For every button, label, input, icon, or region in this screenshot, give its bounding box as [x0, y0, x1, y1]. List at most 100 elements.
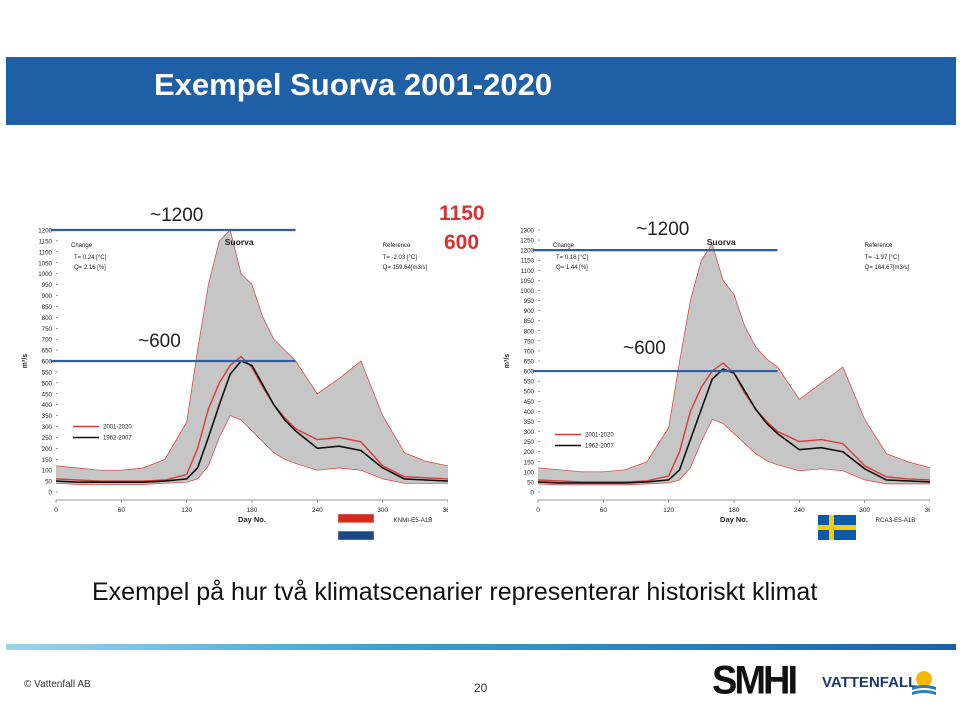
x-tick-label: 300 — [377, 507, 388, 514]
reference-q: Q= 164.67[m3/s] — [865, 265, 910, 271]
reference-q: Q= 159.64[m3/s] — [383, 265, 428, 271]
y-tick-label: 1150 — [39, 238, 53, 245]
annotation-right-low: ~600 — [623, 338, 666, 359]
y-tick-label: 650 — [524, 359, 535, 366]
y-tick-label: 150 — [42, 457, 53, 464]
annotation-left-low: ~600 — [138, 331, 181, 352]
y-tick-label: 100 — [42, 468, 53, 475]
y-tick-label: 450 — [524, 399, 535, 406]
x-axis-label: Day No. — [238, 515, 266, 524]
x-tick-label: 300 — [859, 507, 870, 514]
y-tick-label: 1100 — [521, 268, 535, 275]
y-tick-label: 1100 — [39, 249, 53, 256]
legend-label: 1962-2007 — [585, 444, 614, 450]
slide-title: Exempel Suorva 2001-2020 — [154, 67, 553, 102]
series-line-2001-2020 — [55, 355, 448, 482]
slide-caption: Exempel på hur två klimatscenarier repre… — [92, 578, 818, 606]
x-tick-label: 120 — [181, 507, 192, 514]
sweden-flag-icon — [818, 515, 856, 540]
x-tick-label: 360 — [443, 507, 448, 514]
y-tick-label: 1050 — [38, 260, 52, 267]
vattenfall-sun-icon — [912, 671, 936, 695]
y-tick-label: 50 — [527, 479, 534, 486]
y-tick-label: 700 — [42, 337, 53, 344]
envelope-edge — [537, 243, 930, 473]
x-tick-label: 0 — [536, 507, 540, 514]
reference-label: Reference — [865, 243, 893, 249]
annotation-right-high: ~1200 — [636, 219, 690, 240]
y-tick-label: 1000 — [38, 271, 52, 278]
envelope-edge — [537, 418, 930, 486]
y-tick-label: 550 — [524, 379, 535, 386]
copyright: © Vattenfall AB — [24, 679, 91, 690]
y-tick-label: 900 — [42, 293, 53, 300]
y-tick-label: 250 — [524, 439, 535, 446]
y-tick-label: 650 — [42, 348, 53, 355]
y-tick-label: 200 — [42, 446, 53, 453]
chart-left: 0501001502002503003504004505005506006507… — [22, 228, 448, 524]
envelope-edge — [55, 229, 448, 471]
scenario-label: KNMI-E5-A1B — [394, 517, 433, 524]
y-tick-label: 0 — [531, 490, 535, 497]
envelope-area — [56, 230, 448, 485]
x-axis-label: Day No. — [720, 515, 748, 524]
y-tick-label: 300 — [42, 424, 53, 431]
y-axis-label: m³/s — [22, 354, 29, 369]
smhi-logo: SMHI — [712, 658, 798, 704]
y-tick-label: 950 — [524, 298, 535, 305]
change-q: Q= 1.44 [%] — [556, 265, 588, 271]
x-tick-label: 240 — [312, 507, 323, 514]
y-tick-label: 750 — [42, 326, 53, 333]
y-tick-label: 250 — [42, 435, 53, 442]
change-label: Change — [553, 243, 575, 249]
annotation-red-high: 1150 — [439, 202, 485, 225]
series-line-2001-2020 — [537, 362, 930, 483]
y-tick-label: 350 — [524, 419, 535, 426]
y-tick-label: 800 — [524, 328, 535, 335]
y-tick-label: 500 — [42, 380, 53, 387]
x-tick-label: 180 — [729, 507, 740, 514]
legend-label: 1962-2007 — [103, 436, 132, 442]
y-tick-label: 850 — [524, 318, 535, 325]
y-tick-label: 0 — [49, 490, 53, 497]
y-tick-label: 400 — [42, 402, 53, 409]
y-tick-label: 950 — [42, 282, 53, 289]
change-t: T= 0.24 [°C] — [74, 255, 107, 261]
y-tick-label: 200 — [524, 449, 535, 456]
envelope-edge — [55, 415, 448, 485]
y-tick-label: 750 — [524, 338, 535, 345]
y-tick-label: 600 — [524, 369, 535, 376]
x-tick-label: 240 — [794, 507, 805, 514]
chart-right: 0501001502002503003504004505005506006507… — [504, 228, 930, 524]
footer-divider — [6, 644, 956, 650]
reference-t: T= -1.97 [°C] — [865, 255, 900, 261]
series-line-1962-2007 — [55, 360, 448, 483]
x-tick-label: 60 — [118, 507, 126, 514]
vattenfall-logo: VATTENFALL — [822, 674, 918, 691]
y-tick-label: 550 — [42, 369, 53, 376]
change-label: Change — [71, 243, 93, 249]
y-tick-label: 350 — [42, 413, 53, 420]
x-tick-label: 60 — [600, 507, 608, 514]
title-bar: Exempel Suorva 2001-2020 — [6, 57, 956, 125]
change-q: Q= 2.16 [%] — [74, 265, 106, 271]
y-tick-label: 900 — [524, 308, 535, 315]
y-tick-label: 1200 — [38, 228, 52, 235]
y-tick-label: 150 — [524, 459, 535, 466]
reference-t: T= -2.03 [°C] — [383, 255, 418, 261]
plot-title: Suorva — [707, 237, 736, 247]
y-tick-label: 1200 — [520, 248, 534, 255]
y-tick-label: 50 — [45, 479, 52, 486]
y-tick-label: 400 — [524, 409, 535, 416]
y-tick-label: 1150 — [521, 258, 535, 265]
envelope-area — [538, 244, 930, 485]
y-tick-label: 100 — [524, 469, 535, 476]
scenario-label: RCA3-E5-A1B — [876, 517, 916, 524]
page-number: 20 — [474, 681, 488, 695]
y-tick-label: 1300 — [520, 228, 534, 235]
reference-label: Reference — [383, 243, 411, 249]
y-axis-label: m³/s — [504, 354, 511, 369]
legend-label: 2001-2020 — [103, 425, 132, 431]
change-t: T= 0.16 [°C] — [556, 255, 589, 261]
y-tick-label: 700 — [524, 348, 535, 355]
